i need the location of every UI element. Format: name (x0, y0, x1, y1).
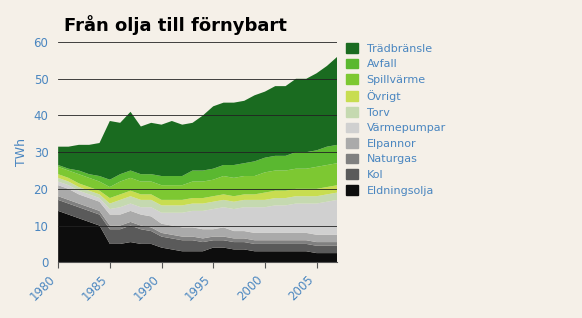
Legend: Trädbränsle, Avfall, Spillvärme, Övrigt, Torv, Värmepumpar, Elpannor, Naturgas, : Trädbränsle, Avfall, Spillvärme, Övrigt,… (346, 43, 446, 196)
Text: Från olja till förnybart: Från olja till förnybart (64, 15, 286, 35)
Y-axis label: TWh: TWh (15, 138, 28, 166)
